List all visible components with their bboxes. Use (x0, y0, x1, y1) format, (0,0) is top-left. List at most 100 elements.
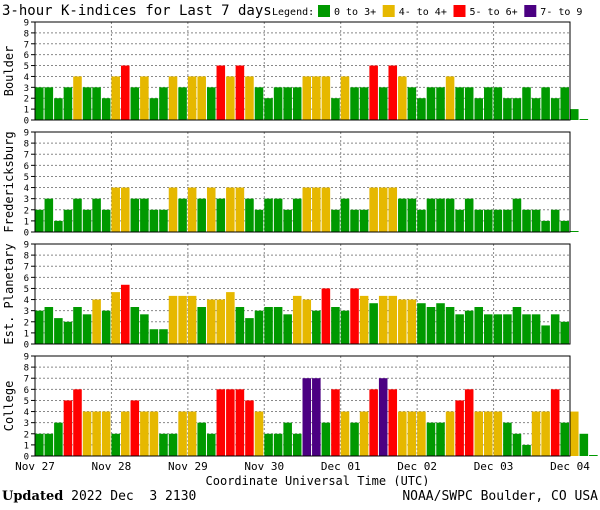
k-index-bar (254, 310, 264, 344)
legend-entry: 7- to 9 (540, 7, 582, 18)
k-index-bar (378, 187, 388, 232)
y-tick-label: 2 (24, 206, 29, 216)
k-index-bar (264, 198, 273, 232)
y-tick-label: 9 (24, 19, 29, 29)
k-index-bar (464, 198, 474, 232)
k-index-bar (312, 378, 321, 456)
k-index-bar (187, 411, 197, 456)
y-tick-label: 9 (24, 353, 29, 363)
k-index-bar (111, 292, 120, 344)
k-index-bar (417, 209, 426, 232)
y-tick-label: 9 (24, 129, 29, 139)
k-index-bar (531, 98, 541, 120)
k-index-bar (493, 209, 503, 232)
k-index-bar (474, 307, 484, 344)
k-index-bar (579, 433, 589, 456)
k-index-bar (283, 209, 292, 232)
k-index-bar (522, 444, 531, 456)
y-tick-label: 8 (24, 364, 29, 374)
k-index-bar (226, 389, 235, 456)
k-index-bar (92, 198, 101, 232)
k-index-bar (560, 220, 569, 232)
k-index-bar (426, 87, 436, 120)
k-index-bar (541, 411, 550, 456)
y-tick-label: 1 (24, 217, 29, 227)
k-index-bar (340, 310, 350, 344)
x-tick-label: Dec 04 (550, 460, 590, 473)
y-tick-label: 2 (24, 318, 29, 328)
k-index-bar (359, 295, 369, 344)
k-index-bar (140, 411, 149, 456)
k-index-bar (168, 76, 178, 120)
y-tick-label: 2 (24, 95, 29, 105)
k-index-bar (464, 389, 474, 456)
updated-value: 2022 Dec 3 2130 (63, 489, 197, 504)
k-index-bar (407, 87, 417, 120)
k-index-bar (531, 411, 541, 456)
k-index-bar (111, 433, 120, 456)
k-index-bar (512, 98, 522, 120)
k-index-bar (321, 422, 331, 456)
k-index-bar (455, 314, 464, 344)
k-index-bar (388, 65, 398, 120)
k-index-bar (54, 422, 63, 456)
y-tick-label: 5 (24, 62, 29, 72)
k-index-bar (436, 303, 445, 344)
k-index-bar (111, 76, 120, 120)
k-index-bar (130, 198, 140, 232)
k-index-bar (101, 98, 111, 120)
k-index-bar (235, 187, 245, 232)
k-index-bar (340, 411, 350, 456)
legend: Legend: 0 to 3+ 4- to 4+ 5- to 6+ 7- to 9 (272, 5, 582, 18)
k-index-bar (407, 299, 417, 344)
k-index-bar (321, 187, 331, 232)
y-tick-label: 7 (24, 40, 29, 50)
k-index-bar (312, 187, 321, 232)
k-index-bar (474, 98, 484, 120)
k-index-bar (216, 65, 226, 120)
k-index-bar (340, 76, 350, 120)
k-index-bar (550, 389, 560, 456)
k-index-bar (140, 198, 149, 232)
k-index-bar (35, 87, 44, 120)
k-index-bar (407, 198, 417, 232)
panel-frame (34, 131, 571, 233)
x-tick-label: Dec 03 (474, 460, 514, 473)
k-index-bar (388, 295, 398, 344)
k-index-bar (92, 411, 101, 456)
legend-swatch (318, 5, 330, 17)
k-index-bar (331, 98, 340, 120)
k-index-bar (63, 209, 73, 232)
k-index-bar (254, 411, 264, 456)
k-index-bar (235, 65, 245, 120)
k-index-bar (159, 87, 168, 120)
k-index-bar (436, 198, 445, 232)
k-index-bar (92, 87, 101, 120)
k-index-bar (445, 307, 455, 344)
k-index-bar (512, 307, 522, 344)
k-index-bar (541, 87, 550, 120)
y-tick-label: 5 (24, 397, 29, 407)
k-index-bar (130, 307, 140, 344)
k-index-bar (101, 411, 111, 456)
k-index-bar (264, 307, 273, 344)
k-index-bar (216, 389, 226, 456)
y-tick-label: 0 (24, 453, 29, 463)
y-tick-label: 5 (24, 285, 29, 295)
y-tick-label: 3 (24, 307, 29, 317)
updated-label: Updated (2, 489, 64, 504)
source-credit: NOAA/SWPC Boulder, CO USA (402, 489, 598, 504)
k-index-bar (82, 314, 92, 344)
legend-swatch (524, 5, 537, 17)
k-index-bar (149, 209, 159, 232)
y-tick-label: 1 (24, 106, 29, 116)
k-index-bar (140, 314, 149, 344)
k-index-bar (302, 378, 312, 456)
k-index-bar (503, 209, 512, 232)
k-index-bar (44, 433, 54, 456)
k-index-bar (436, 422, 445, 456)
y-tick-label: 6 (24, 162, 29, 172)
k-index-bar (35, 310, 44, 344)
k-index-bar (187, 295, 197, 344)
k-index-bar (245, 198, 254, 232)
